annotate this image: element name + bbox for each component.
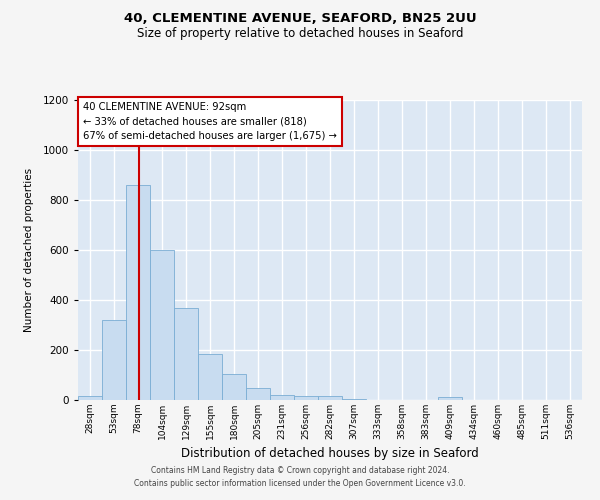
Bar <box>126 185 150 400</box>
Bar <box>198 354 222 400</box>
Bar <box>342 399 366 400</box>
Bar <box>78 396 102 400</box>
Text: 40 CLEMENTINE AVENUE: 92sqm
← 33% of detached houses are smaller (818)
67% of se: 40 CLEMENTINE AVENUE: 92sqm ← 33% of det… <box>83 102 337 141</box>
Bar <box>438 397 462 400</box>
Bar <box>222 374 246 400</box>
Text: Contains HM Land Registry data © Crown copyright and database right 2024.
Contai: Contains HM Land Registry data © Crown c… <box>134 466 466 487</box>
Bar <box>246 388 270 400</box>
Bar <box>102 320 126 400</box>
Text: Size of property relative to detached houses in Seaford: Size of property relative to detached ho… <box>137 28 463 40</box>
Bar <box>174 308 198 400</box>
Bar <box>270 395 294 400</box>
Bar <box>318 396 342 400</box>
Text: 40, CLEMENTINE AVENUE, SEAFORD, BN25 2UU: 40, CLEMENTINE AVENUE, SEAFORD, BN25 2UU <box>124 12 476 26</box>
Bar <box>294 396 318 400</box>
Y-axis label: Number of detached properties: Number of detached properties <box>25 168 34 332</box>
X-axis label: Distribution of detached houses by size in Seaford: Distribution of detached houses by size … <box>181 448 479 460</box>
Bar <box>150 250 174 400</box>
